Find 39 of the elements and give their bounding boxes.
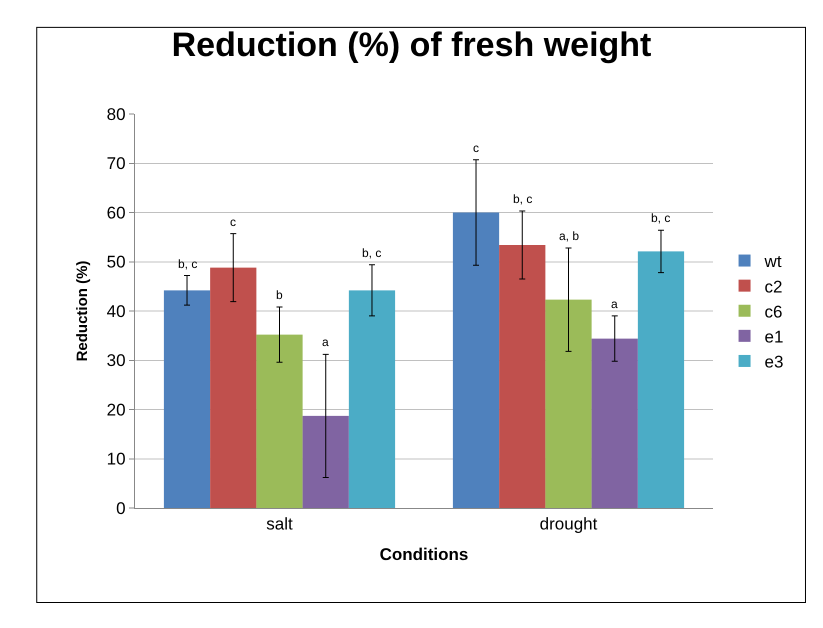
annotation: b, c bbox=[651, 211, 670, 225]
chart-title: Reduction (%) of fresh weight bbox=[172, 26, 652, 64]
annotation: a bbox=[322, 335, 329, 349]
y-tick-label: 20 bbox=[106, 400, 126, 420]
annotation: b bbox=[276, 288, 283, 302]
y-tick-label: 10 bbox=[106, 450, 126, 469]
y-axis-title: Reduction (%) bbox=[74, 260, 91, 362]
y-tick-label: 0 bbox=[116, 498, 126, 518]
bar bbox=[348, 290, 396, 508]
bar bbox=[256, 334, 303, 508]
annotation: c bbox=[230, 215, 236, 229]
y-tick-label: 50 bbox=[106, 252, 126, 272]
x-axis-title: Conditions bbox=[380, 544, 468, 564]
legend-label: c6 bbox=[764, 302, 783, 322]
annotation: b, c bbox=[513, 192, 532, 206]
bar bbox=[592, 338, 638, 508]
y-tick-label: 40 bbox=[106, 302, 126, 321]
legend-label: e3 bbox=[764, 352, 784, 372]
bar bbox=[164, 290, 210, 508]
annotation: b, c bbox=[178, 257, 198, 271]
y-tick-label: 30 bbox=[106, 351, 126, 370]
annotation: a bbox=[611, 297, 618, 311]
annotation: c bbox=[473, 141, 479, 155]
bar bbox=[638, 251, 684, 508]
x-tick-label: salt bbox=[266, 514, 293, 534]
y-tick-label: 80 bbox=[106, 104, 126, 124]
bar bbox=[499, 245, 546, 508]
y-tick-label: 70 bbox=[106, 154, 126, 174]
annotation: b, c bbox=[362, 246, 382, 260]
annotation: a, b bbox=[559, 229, 580, 243]
legend-label: e1 bbox=[764, 327, 784, 346]
bar bbox=[545, 300, 592, 508]
legend-label: c2 bbox=[764, 277, 783, 296]
legend-label: wt bbox=[764, 252, 782, 272]
bar bbox=[210, 268, 256, 508]
y-tick-label: 60 bbox=[106, 203, 126, 222]
x-tick-label: drought bbox=[540, 514, 598, 534]
bar bbox=[302, 416, 349, 508]
bar bbox=[452, 212, 500, 508]
